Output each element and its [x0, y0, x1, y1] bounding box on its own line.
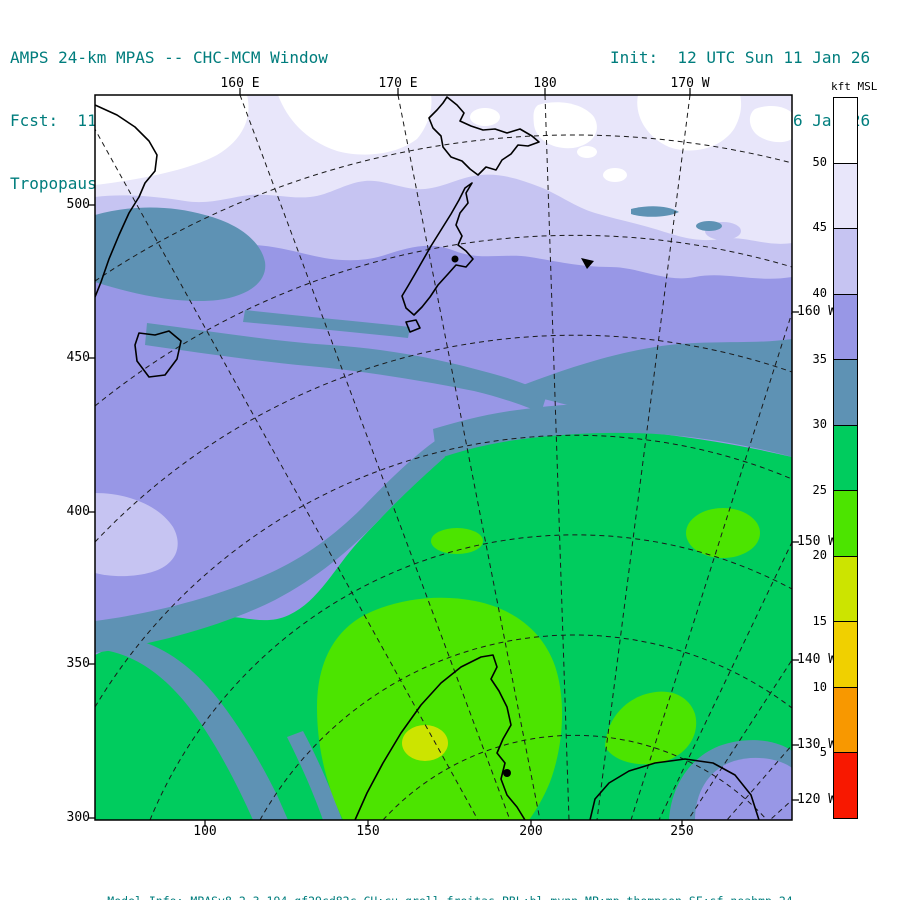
model-info: Model Info: MPASv8.2.3-194-gf29cd82c CU:…: [0, 856, 900, 900]
map-svg: [88, 88, 799, 827]
field-region-15-20: [402, 725, 448, 761]
grid-label-300: 300: [66, 810, 90, 825]
colorbar-tick-label: 50: [812, 154, 827, 169]
field-region-20-25: [317, 508, 760, 820]
grid-label-350: 350: [66, 656, 90, 671]
lon-label-170e: 170 E: [378, 76, 418, 91]
colorbar-segment: [834, 163, 857, 230]
coast-australia: [95, 104, 158, 298]
christchurch-dot: [451, 255, 459, 263]
grid-label-400: 400: [66, 504, 90, 519]
axis-ticks: [88, 88, 799, 827]
field-region-45-50: [95, 95, 792, 244]
colorbar-tick-label: 35: [812, 351, 827, 366]
colorbar-tick-label: 30: [812, 417, 827, 432]
colorbar-segment: [834, 425, 857, 492]
coast-new-zealand-north-island: [428, 96, 540, 176]
grid-label-500: 500: [66, 197, 90, 212]
colorbar-segment: [834, 753, 857, 819]
map-field: [95, 95, 792, 820]
coast-tasmania: [134, 330, 182, 378]
coast-antarctica-victoria-land: [354, 654, 526, 820]
colorbar: [833, 97, 858, 819]
grid-label-450: 450: [66, 350, 90, 365]
colorbar-segment: [834, 491, 857, 557]
colorbar-tick-label: 45: [812, 220, 827, 235]
colorbar-segment: [834, 294, 857, 361]
colorbar-segment: [834, 98, 857, 164]
colorbar-tick-label: 20: [812, 548, 827, 563]
coast-stewart-island: [405, 319, 421, 333]
chatham-islands-mark: [581, 258, 594, 269]
mcmurdo-dot: [503, 769, 511, 777]
model-title: AMPS 24-km MPAS -- CHC-MCM Window: [10, 48, 328, 67]
coast-new-zealand-south-island: [401, 182, 474, 316]
field-blob-35-40-bottom-right: [695, 757, 792, 820]
lon-label-180: 180: [533, 76, 557, 91]
colorbar-segment: [834, 556, 857, 623]
field-region-over-50: [95, 95, 792, 185]
lon-label-150w: 150 W: [797, 534, 837, 549]
colorbar-tick-label: 10: [812, 679, 827, 694]
model-info-line1: Model Info: MPASv8.2.3-194-gf29cd82c CU:…: [0, 892, 900, 900]
colorbar-segment: [834, 360, 857, 426]
colorbar-tick-label: 40: [812, 285, 827, 300]
coastlines: [95, 96, 760, 820]
graticule: [95, 95, 792, 820]
colorbar-tick-label: 5: [819, 745, 827, 760]
lon-label-170w: 170 W: [670, 76, 710, 91]
lon-label-160e: 160 E: [220, 76, 260, 91]
colorbar-tick-label: 25: [812, 482, 827, 497]
grid-label-150: 150: [356, 824, 380, 839]
grid-label-250: 250: [670, 824, 694, 839]
lon-label-130w: 130 W: [797, 737, 837, 752]
coast-antarctica-east: [589, 758, 760, 820]
colorbar-segment: [834, 687, 857, 754]
colorbar-segment: [834, 622, 857, 688]
colorbar-title: kft MSL: [831, 80, 878, 93]
colorbar-tick-label: 15: [812, 614, 827, 629]
colorbar-segment: [834, 229, 857, 295]
grid-label-100: 100: [193, 824, 217, 839]
field-blob-40-45-left: [95, 493, 178, 577]
lon-label-160w: 160 W: [797, 304, 837, 319]
grid-label-200: 200: [519, 824, 543, 839]
lon-label-120w: 120 W: [797, 792, 837, 807]
init-time-label: Init: 12 UTC Sun 11 Jan 26: [610, 48, 871, 67]
lon-label-140w: 140 W: [797, 652, 837, 667]
map-frame: [94, 94, 793, 821]
